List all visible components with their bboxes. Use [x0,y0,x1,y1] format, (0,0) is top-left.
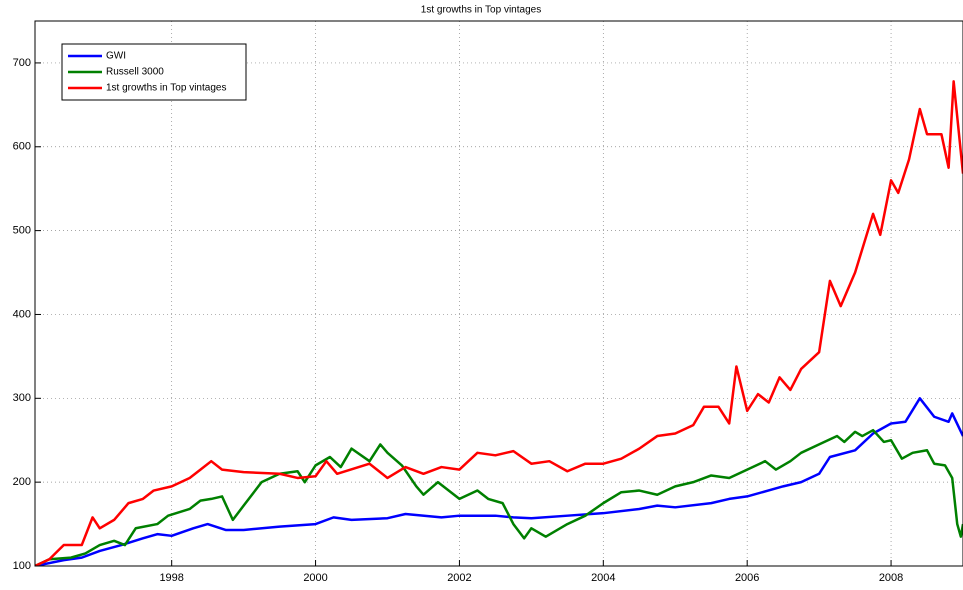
legend: GWI Russell 3000 1st growths in Top vintag… [61,43,247,101]
y-tick-label: 600 [13,141,31,153]
y-tick-label: 700 [13,57,31,69]
y-tick-label: 100 [13,560,31,572]
series-line [35,397,963,566]
y-tick-label: 300 [13,392,31,404]
series-line [35,80,963,566]
x-tick-label: 2004 [591,572,615,584]
y-tick-label: 400 [13,308,31,320]
grid: 100 200 300 400 500 600 700 1998 2000 2002 2004 200… [13,21,963,584]
x-tick-label: 2002 [447,572,471,584]
series-line [35,428,963,566]
legend-label: 1st growths in Top vintages [106,83,226,94]
legend-label: GWI [106,51,126,62]
x-tick-label: 1998 [159,572,183,584]
x-tick-label: 2006 [735,572,759,584]
chart-title: 1st growths in Top vintages [421,5,541,16]
x-tick-label: 2008 [879,572,903,584]
y-tick-label: 500 [13,225,31,237]
axes-box [34,20,963,567]
y-tick-label: 200 [13,476,31,488]
lines [35,80,963,566]
x-tick-label: 2000 [303,572,327,584]
legend-label: Russell 3000 [106,67,164,78]
